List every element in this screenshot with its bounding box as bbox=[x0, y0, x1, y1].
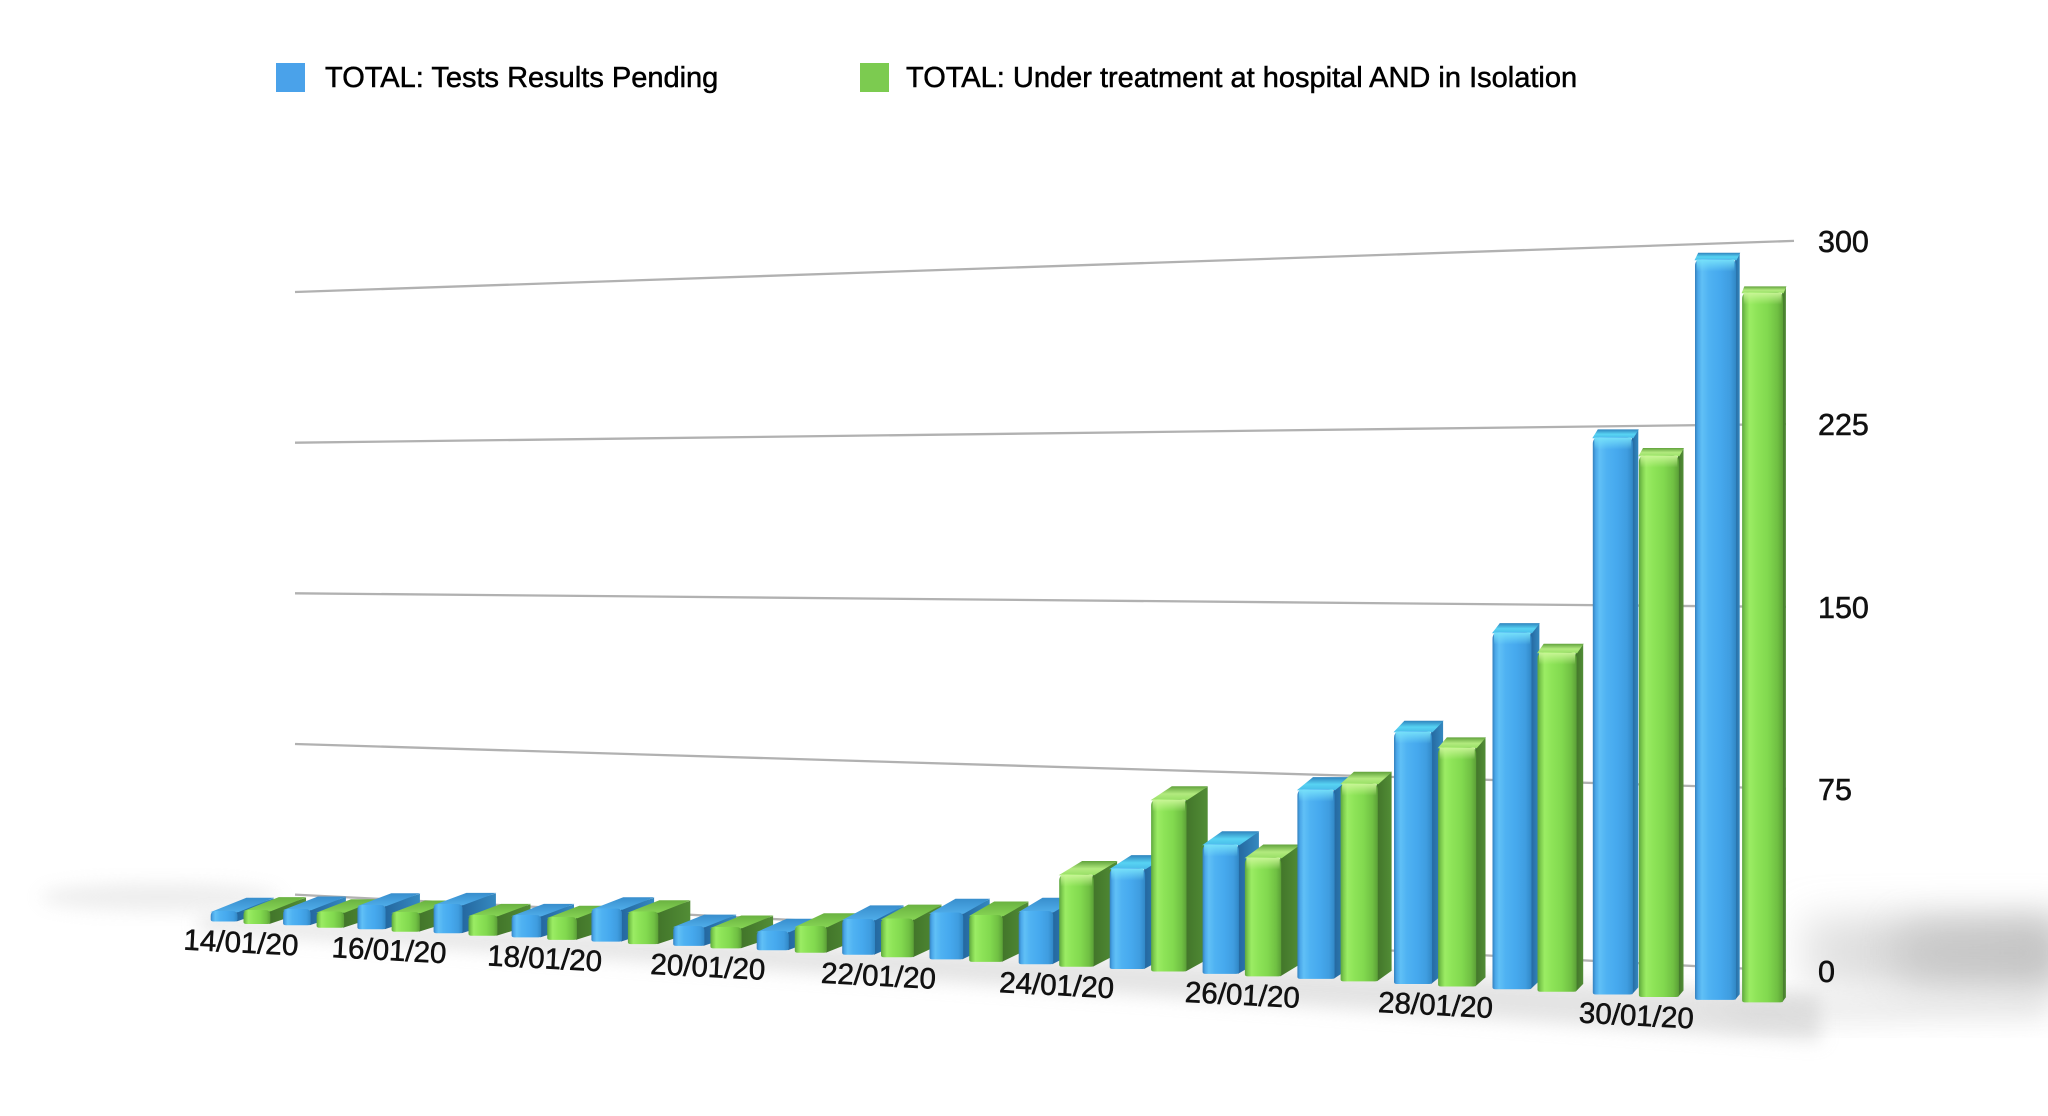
svg-text:TOTAL: Tests Results Pending: TOTAL: Tests Results Pending bbox=[325, 62, 718, 94]
svg-text:18/01/20: 18/01/20 bbox=[486, 939, 602, 978]
svg-text:20/01/20: 20/01/20 bbox=[650, 948, 766, 987]
svg-text:225: 225 bbox=[1818, 408, 1869, 442]
svg-text:28/01/20: 28/01/20 bbox=[1377, 986, 1493, 1025]
svg-text:24/01/20: 24/01/20 bbox=[998, 966, 1114, 1005]
svg-text:TOTAL: Under treatment at hosp: TOTAL: Under treatment at hospital AND i… bbox=[906, 62, 1577, 94]
svg-text:300: 300 bbox=[1818, 225, 1869, 259]
svg-text:30/01/20: 30/01/20 bbox=[1578, 997, 1694, 1036]
svg-text:22/01/20: 22/01/20 bbox=[820, 957, 936, 996]
svg-text:16/01/20: 16/01/20 bbox=[331, 931, 447, 970]
svg-text:26/01/20: 26/01/20 bbox=[1184, 976, 1300, 1015]
svg-text:150: 150 bbox=[1818, 591, 1869, 625]
svg-text:14/01/20: 14/01/20 bbox=[183, 924, 299, 963]
svg-text:75: 75 bbox=[1818, 773, 1852, 807]
svg-text:0: 0 bbox=[1818, 955, 1835, 989]
